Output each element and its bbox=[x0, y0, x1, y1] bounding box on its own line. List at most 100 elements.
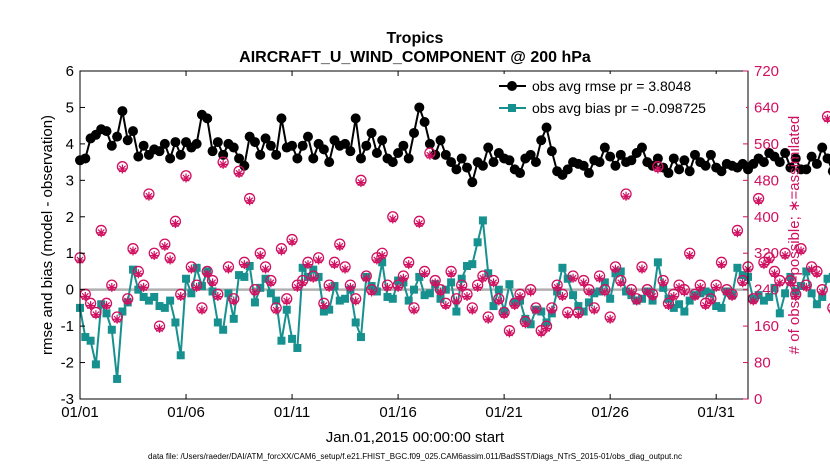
bias-point bbox=[341, 294, 350, 303]
bias-point bbox=[781, 289, 790, 298]
y-right-tick-label: 480 bbox=[754, 172, 779, 189]
rmse-point bbox=[716, 166, 727, 177]
rmse-point bbox=[106, 140, 117, 151]
obs-assimilated-point bbox=[271, 305, 281, 315]
bias-point bbox=[325, 305, 334, 314]
rmse-point bbox=[626, 155, 637, 166]
obs-assimilated-point bbox=[388, 214, 398, 224]
obs-assimilated-point bbox=[186, 264, 196, 274]
bias-point bbox=[759, 296, 768, 305]
obs-assimilated-point bbox=[759, 260, 769, 270]
rmse-point bbox=[175, 149, 186, 160]
bias-point bbox=[754, 291, 763, 300]
rmse-point bbox=[525, 149, 536, 160]
bias-point bbox=[653, 258, 662, 267]
rmse-point bbox=[689, 149, 700, 160]
bias-point bbox=[473, 238, 482, 247]
obs-assimilated-point bbox=[483, 314, 493, 324]
rmse-point bbox=[663, 168, 674, 179]
rmse-point bbox=[451, 164, 462, 175]
rmse-point bbox=[202, 113, 213, 124]
bias-point bbox=[319, 307, 328, 316]
obs-assimilated-point bbox=[648, 292, 658, 301]
rmse-point bbox=[456, 153, 467, 164]
obs-assimilated-point bbox=[102, 301, 112, 311]
legend: obs avg rmse pr = 3.8048 obs avg bias pr… bbox=[496, 74, 746, 118]
obs-assimilated-point bbox=[616, 278, 626, 288]
obs-assimilated-point bbox=[823, 114, 830, 124]
obs-assimilated-point bbox=[372, 255, 382, 265]
obs-possible-point bbox=[827, 302, 830, 313]
legend-box bbox=[496, 74, 746, 118]
rmse-point bbox=[435, 135, 446, 146]
bias-point bbox=[558, 263, 567, 272]
rmse-point bbox=[207, 146, 218, 157]
obs-assimilated-point bbox=[817, 287, 827, 297]
rmse-point bbox=[128, 126, 139, 137]
bias-point bbox=[542, 318, 551, 327]
obs-assimilated-point bbox=[319, 301, 329, 311]
rmse-point bbox=[758, 157, 769, 168]
legend-label-rmse: obs avg rmse pr = 3.8048 bbox=[532, 78, 691, 94]
obs-assimilated-point bbox=[711, 282, 721, 292]
obs-assimilated-point bbox=[123, 296, 133, 306]
rmse-point bbox=[615, 149, 626, 160]
bias-point bbox=[240, 272, 249, 281]
obs-assimilated-point bbox=[133, 269, 143, 279]
rmse-point bbox=[366, 127, 377, 138]
obs-assimilated-point bbox=[335, 241, 345, 251]
x-tick-label: 01/11 bbox=[274, 404, 310, 421]
obs-assimilated-point bbox=[812, 269, 822, 279]
rmse-point bbox=[287, 140, 298, 151]
obs-assimilated-point bbox=[807, 264, 817, 274]
rmse-point bbox=[774, 157, 785, 168]
rmse-point bbox=[249, 137, 260, 148]
rmse-point bbox=[562, 164, 573, 175]
rmse-point bbox=[165, 153, 176, 164]
rmse-point bbox=[477, 160, 488, 171]
y-tick-label: 1 bbox=[66, 245, 74, 262]
obs-assimilated-point bbox=[754, 196, 764, 206]
rmse-point bbox=[583, 168, 594, 179]
obs-assimilated-point bbox=[160, 241, 170, 251]
obs-assimilated-point bbox=[621, 191, 631, 201]
bias-point bbox=[134, 285, 143, 294]
plot-background bbox=[80, 71, 748, 399]
rmse-point bbox=[785, 162, 796, 173]
rmse-point bbox=[355, 153, 366, 164]
rmse-point bbox=[822, 153, 830, 164]
obs-assimilated-point bbox=[223, 264, 233, 274]
y-right-tick-label: 80 bbox=[754, 355, 771, 372]
bias-point bbox=[171, 318, 180, 327]
obs-assimilated-point bbox=[398, 273, 408, 283]
y-axis-right-label: # of obs: o=possible; ∗=assimilated bbox=[786, 116, 803, 355]
obs-assimilated-point bbox=[589, 305, 599, 315]
x-tick-label: 01/01 bbox=[61, 404, 99, 421]
rmse-point bbox=[546, 146, 557, 157]
rmse-point bbox=[239, 160, 250, 171]
obs-assimilated-point bbox=[181, 173, 191, 183]
rmse-point bbox=[271, 149, 282, 160]
obs-assimilated-point bbox=[748, 296, 758, 306]
bias-point bbox=[775, 309, 784, 318]
rmse-point bbox=[228, 142, 239, 153]
obs-assimilated-point bbox=[770, 269, 780, 279]
obs-assimilated-point bbox=[780, 251, 790, 260]
obs-assimilated-point bbox=[261, 264, 271, 274]
obs-assimilated-point bbox=[436, 287, 446, 297]
bias-point bbox=[272, 296, 281, 305]
bias-point bbox=[155, 302, 164, 311]
obs-assimilated-point bbox=[531, 305, 541, 315]
bias-point bbox=[219, 325, 228, 334]
bias-point bbox=[505, 280, 514, 289]
series-layer bbox=[74, 102, 830, 383]
obs-assimilated-point bbox=[536, 328, 546, 338]
bias-point bbox=[182, 274, 191, 283]
y-right-tick-label: 320 bbox=[754, 245, 779, 262]
rmse-point bbox=[393, 148, 404, 158]
obs-assimilated-point bbox=[494, 296, 504, 306]
bias-point bbox=[791, 287, 800, 296]
obs-assimilated-point bbox=[197, 305, 207, 315]
bias-point bbox=[606, 294, 615, 303]
obs-assimilated-point bbox=[361, 273, 371, 283]
